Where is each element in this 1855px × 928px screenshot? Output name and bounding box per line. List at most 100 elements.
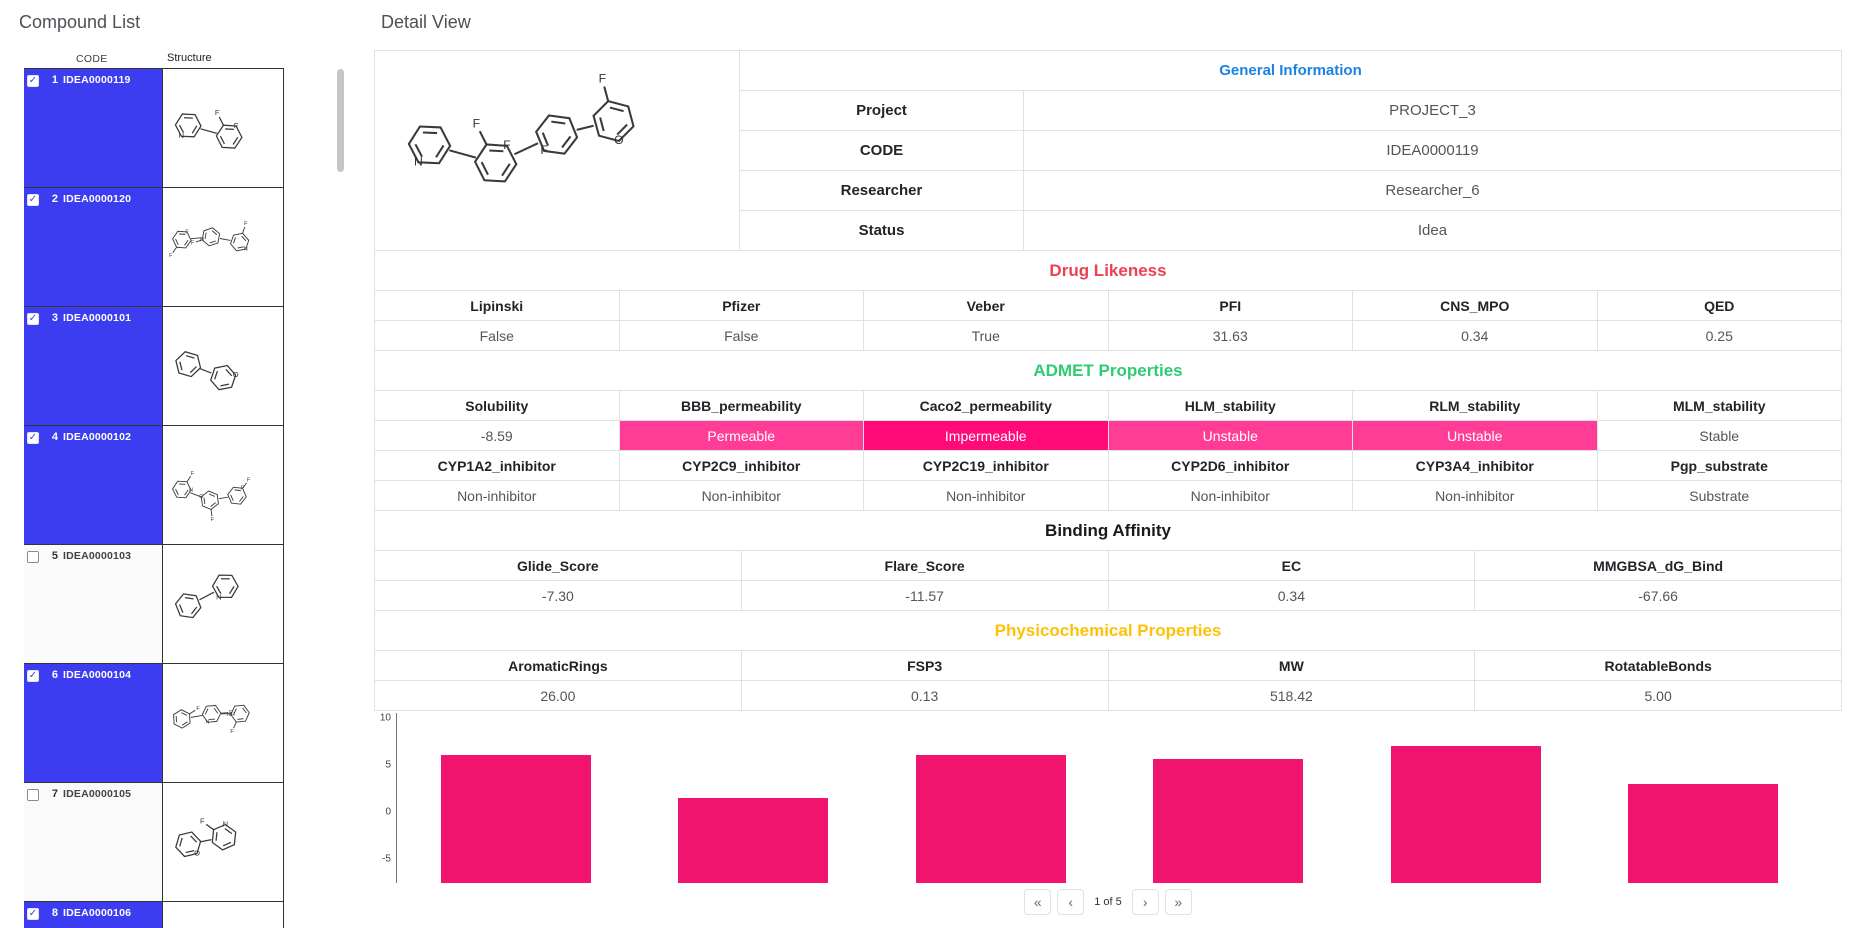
list-scrollbar[interactable] xyxy=(337,69,344,928)
compound-row-meta: ✓ 6 IDEA0000104 xyxy=(24,664,162,782)
row-code: IDEA0000101 xyxy=(63,312,132,324)
row-number: 1 xyxy=(51,74,58,86)
last-page-button[interactable]: » xyxy=(1164,889,1192,915)
compound-row[interactable]: ✓ 3 IDEA0000101 O xyxy=(24,307,284,426)
row-code: IDEA0000103 xyxy=(63,550,132,562)
column-header: CYP2C9_inhibitor xyxy=(618,450,864,481)
atom-label: O xyxy=(199,494,203,500)
page-indicator: 1 of 5 xyxy=(1094,896,1122,908)
row-checkbox[interactable]: ✓ xyxy=(27,194,39,206)
compound-row[interactable]: ✓ 4 IDEA0000102 N F O F F F xyxy=(24,426,284,545)
atom-label: F xyxy=(247,478,251,484)
value-cell: -67.66 xyxy=(1474,580,1842,611)
atom-label: F xyxy=(185,229,189,235)
atom-label: F xyxy=(241,486,245,492)
section-heading: Drug Likeness xyxy=(374,250,1842,291)
detail-section-table: Drug Likeness Lipinski Pfizer Veber PFI CNS_M… xyxy=(374,250,1842,351)
row-checkbox[interactable]: ✓ xyxy=(27,908,39,920)
value-cell: 0.25 xyxy=(1596,320,1842,351)
atom-label: F xyxy=(503,138,510,152)
value-cell: -11.57 xyxy=(740,580,1109,611)
section-heading: General Information xyxy=(739,50,1842,91)
compound-row[interactable]: ✓ 1 IDEA0000119 N F F xyxy=(24,69,284,188)
detail-section-table: Physicochemical Properties AromaticRings F… xyxy=(374,610,1842,711)
value-cell: Stable xyxy=(1596,420,1842,451)
compound-row[interactable]: 7 IDEA0000105 O N F xyxy=(24,783,284,902)
atom-label: N xyxy=(244,246,248,252)
value-cell: 518.42 xyxy=(1107,680,1476,711)
column-header: QED xyxy=(1596,290,1842,321)
column-header: CYP2C19_inhibitor xyxy=(863,450,1109,481)
structure-image: O N F xyxy=(162,783,284,901)
column-header: Caco2_permeability xyxy=(863,390,1109,421)
row-checkbox[interactable] xyxy=(27,551,39,563)
column-header: MMGBSA_dG_Bind xyxy=(1474,550,1842,581)
column-header: BBB_permeability xyxy=(618,390,864,421)
value-cell: Permeable xyxy=(618,420,864,451)
value-cell: -8.59 xyxy=(374,420,620,451)
compound-row-meta: 7 IDEA0000105 xyxy=(24,783,162,901)
row-checkbox[interactable]: ✓ xyxy=(27,75,39,87)
column-header: MLM_stability xyxy=(1596,390,1842,421)
detail-section-table: ADMET Properties Solubility BBB_permeabili… xyxy=(374,350,1842,511)
y-tick-label: -5 xyxy=(382,853,391,865)
column-header: RotatableBonds xyxy=(1474,650,1842,681)
row-checkbox[interactable]: ✓ xyxy=(27,432,39,444)
general-info-table: N F F F O F General Information Project PROJE… xyxy=(374,50,1842,251)
atom-label: N xyxy=(179,131,184,140)
section-heading: Physicochemical Properties xyxy=(374,610,1842,651)
compound-row[interactable]: ✓ 2 IDEA0000120 F F N F N F xyxy=(24,188,284,307)
row-number: 8 xyxy=(51,907,58,919)
atom-label: N xyxy=(216,592,221,601)
value-cell: Unstable xyxy=(1352,420,1598,451)
compound-rows: ✓ 1 IDEA0000119 N F F ✓ 2 IDEA0000120 F F N F N F ✓ 3 IDE… xyxy=(24,69,284,928)
atom-label: N xyxy=(200,237,204,243)
atom-label: F xyxy=(215,108,220,117)
compound-row[interactable]: 5 IDEA0000103 N xyxy=(24,545,284,664)
column-header: CYP2D6_inhibitor xyxy=(1107,450,1353,481)
y-tick-label: 5 xyxy=(385,759,391,771)
first-page-button[interactable]: « xyxy=(1024,889,1052,915)
value-cell: Unstable xyxy=(1107,420,1353,451)
atom-label: NH xyxy=(227,712,235,718)
chart-bar xyxy=(915,755,1066,883)
field-value: IDEA0000119 xyxy=(1023,130,1842,171)
section-heading: Binding Affinity xyxy=(374,510,1842,551)
field-value: Idea xyxy=(1023,210,1842,251)
value-cell: Substrate xyxy=(1596,480,1842,511)
value-cell: 0.34 xyxy=(1107,580,1476,611)
column-header: Solubility xyxy=(374,390,620,421)
atom-label: F xyxy=(230,729,234,735)
row-checkbox[interactable] xyxy=(27,789,39,801)
compound-row[interactable]: ✓ 6 IDEA0000104 F N F NH F xyxy=(24,664,284,783)
list-header: CODE Structure xyxy=(24,50,284,69)
compound-list-panel: Compound List CODE Structure ✓ 1 IDEA00001… xyxy=(0,0,360,928)
compound-row-meta: 5 IDEA0000103 xyxy=(24,545,162,663)
chart-bar xyxy=(678,797,829,883)
field-label: Researcher xyxy=(739,170,1024,211)
column-header: AromaticRings xyxy=(374,650,742,681)
scrollbar-thumb[interactable] xyxy=(337,69,344,172)
row-number: 5 xyxy=(51,550,58,562)
row-checkbox[interactable]: ✓ xyxy=(27,313,39,325)
structure-image: N xyxy=(162,545,284,663)
atom-label: F xyxy=(211,517,215,523)
column-header: Glide_Score xyxy=(374,550,742,581)
atom-label: F xyxy=(229,710,233,716)
chart-plot-area xyxy=(396,713,1822,883)
atom-label: O xyxy=(614,133,623,147)
row-code: IDEA0000119 xyxy=(63,74,131,86)
value-cell: 5.00 xyxy=(1474,680,1842,711)
column-header: Pfizer xyxy=(618,290,864,321)
compound-row[interactable]: ✓ 8 IDEA0000106 FNFO xyxy=(24,902,284,928)
atom-label: F xyxy=(234,121,239,130)
row-checkbox[interactable]: ✓ xyxy=(27,670,39,682)
prev-page-button[interactable]: ‹ xyxy=(1057,889,1085,915)
compound-row-meta: ✓ 3 IDEA0000101 xyxy=(24,307,162,425)
row-number: 6 xyxy=(51,669,58,681)
next-page-button[interactable]: › xyxy=(1131,889,1159,915)
